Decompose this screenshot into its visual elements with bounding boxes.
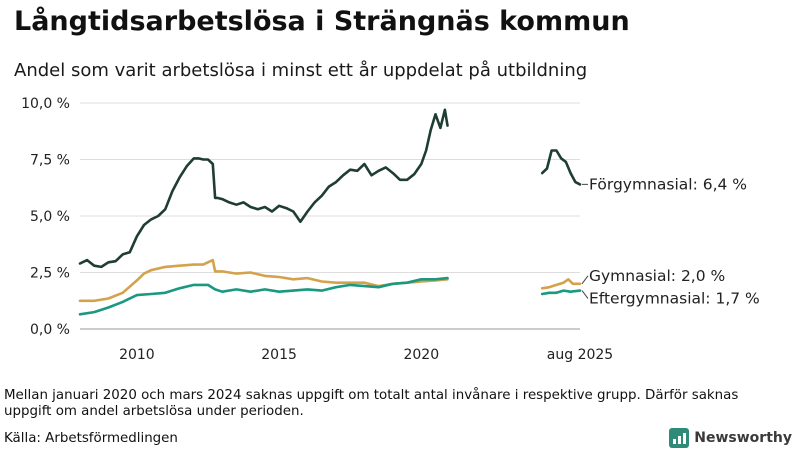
end-label-gymnasial: Gymnasial: 2,0 % [589,267,725,285]
series-line-forgymnasial-2 [540,149,582,186]
x-tick-label: 2015 [261,347,297,363]
line-chart: 0,0 % 2,5 % 5,0 % 7,5 % 10,0 % 2010 2015 2020 a… [21,96,760,363]
brand: Newsworthy [669,428,792,448]
series-line-eftergymnasial-2 [540,289,582,296]
series-line-eftergymnasial-1 [78,276,449,316]
x-tick-label: 2020 [403,347,439,363]
x-axis-tick-labels: 2010 2015 2020 aug 2025 [119,347,613,363]
y-tick-label: 10,0 % [21,96,70,112]
end-labels: Förgymnasial: 6,4 % Gymnasial: 2,0 % Efter… [581,175,760,308]
y-tick-label: 5,0 % [30,209,70,225]
end-label-leader-eftergymnasial [581,290,589,299]
brand-name: Newsworthy [694,430,792,446]
series-line-forgymnasial-1 [78,108,449,269]
y-tick-label: 0,0 % [30,322,70,338]
end-label-eftergymnasial: Eftergymnasial: 1,7 % [589,290,760,308]
y-tick-label: 2,5 % [30,266,70,282]
newsworthy-logo-icon [669,428,690,448]
source-text: Källa: Arbetsförmedlingen [4,431,178,446]
footnote: Mellan januari 2020 och mars 2024 saknas… [4,388,739,419]
end-label-leader-gymnasial [581,275,589,285]
grid-lines [80,102,580,330]
x-tick-label: 2010 [119,347,155,363]
chart-subtitle: Andel som varit arbetslösa i minst ett å… [14,60,588,81]
chart-title: Långtidsarbetslösa i Strängnäs kommun [14,6,630,37]
series-lines [78,108,582,316]
series-line-gymnasial-2 [540,277,582,290]
y-axis-tick-labels: 0,0 % 2,5 % 5,0 % 7,5 % 10,0 % [21,96,70,338]
x-tick-label: aug 2025 [547,347,613,363]
y-tick-label: 7,5 % [30,153,70,169]
end-label-forgymnasial: Förgymnasial: 6,4 % [589,175,747,193]
